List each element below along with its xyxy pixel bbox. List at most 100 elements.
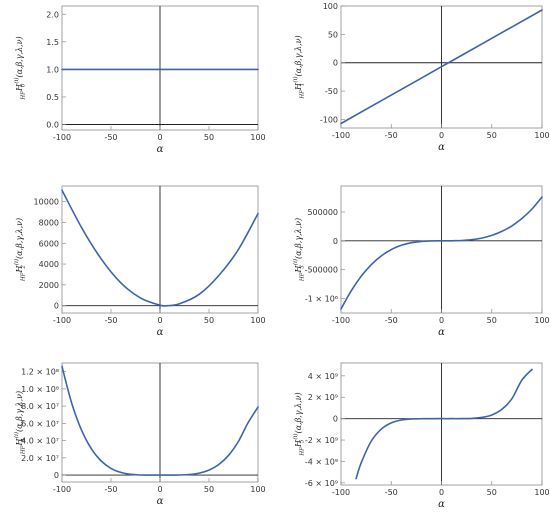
y-axis-label-lead: HF <box>21 91 27 101</box>
x-axis-label: α <box>157 144 164 155</box>
y-tick-label: 1.5 <box>46 38 59 47</box>
y-axis-label-sub: 1 <box>300 83 306 87</box>
x-tick-label: -100 <box>332 316 350 325</box>
x-tick-label: -50 <box>104 485 117 494</box>
y-tick-label: 4.0 × 10⁷ <box>21 437 59 446</box>
x-tick-label: -100 <box>332 131 350 140</box>
y-tick-label: 0 <box>54 302 59 311</box>
x-tick-label: -50 <box>104 316 117 325</box>
y-tick-label: 0 <box>333 415 338 424</box>
x-tick-label: -100 <box>53 485 71 494</box>
x-axis-label: α <box>438 327 445 338</box>
y-axis-label-sup: (i) <box>13 259 20 265</box>
x-tick-label: -100 <box>332 488 350 497</box>
y-tick-label: 1.0 × 10⁸ <box>21 385 59 394</box>
x-tick-label: 50 <box>204 133 214 142</box>
y-axis-label-main: H <box>15 438 24 447</box>
y-tick-label: -6 × 10⁹ <box>305 479 338 488</box>
series-line-0 <box>355 368 533 480</box>
x-axis-label: α <box>438 142 445 153</box>
y-axis-label-sup: (i) <box>292 433 299 439</box>
y-tick-label: 0 <box>333 237 338 246</box>
y-axis-label: HFH5(i)(α,β,γ,λ,ν) <box>292 392 306 456</box>
y-axis-label-lead: HF <box>21 272 27 282</box>
y-axis-label-sub: 5 <box>300 439 306 443</box>
x-axis-label: α <box>157 496 164 507</box>
chart-panel-4: -100 -50 0 50 100 0 2.0 × 10⁷ 4.0 × 10⁷ 6.0 × 10… <box>13 362 266 507</box>
y-tick-label: 8.0 × 10⁷ <box>21 402 59 411</box>
y-axis-label: HFH0(i)(α,β,γ,λ,ν) <box>13 36 27 100</box>
y-tick-label: -100 <box>320 115 338 124</box>
x-tick-label: 50 <box>487 131 497 140</box>
y-tick-label: 1.2 × 10⁸ <box>21 368 59 377</box>
x-tick-label: -50 <box>385 131 398 140</box>
y-tick-label: 2 × 10⁹ <box>308 393 338 402</box>
x-tick-label: 100 <box>250 133 265 142</box>
y-tick-label: -2 × 10⁹ <box>305 436 338 445</box>
y-tick-label: 4 × 10⁹ <box>308 372 338 381</box>
series-line-0 <box>61 189 259 307</box>
x-tick-label: 50 <box>487 316 497 325</box>
y-axis-label-lead: HF <box>300 447 306 457</box>
x-tick-label: -100 <box>53 316 71 325</box>
y-tick-label: 0 <box>54 471 59 480</box>
x-tick-label: -50 <box>385 488 398 497</box>
y-tick-label: 500000 <box>307 208 338 217</box>
y-axis-label-sup: (i) <box>292 76 299 82</box>
y-axis-label: HFH3(i)(α,β,γ,λ,ν) <box>292 218 306 282</box>
y-axis-label-args: (α,β,γ,λ,ν) <box>294 392 303 433</box>
y-tick-label: 6000 <box>39 239 59 248</box>
x-tick-label: 50 <box>204 316 214 325</box>
x-tick-label: 50 <box>204 485 214 494</box>
x-axis-label: α <box>438 499 445 510</box>
x-tick-label: 50 <box>487 488 497 497</box>
x-tick-label: 0 <box>439 131 444 140</box>
chart-panel-5: -100 -50 0 50 100 -6 × 10⁹ -4 × 10⁹ -2 × 10⁹ 0 2 … <box>292 362 550 510</box>
y-axis-label-main: H <box>15 83 24 92</box>
y-tick-label: 100 <box>323 2 338 11</box>
y-tick-label: 0.0 <box>46 120 59 129</box>
y-axis-label-sub: 3 <box>300 265 306 269</box>
chart-panel-0: -100 -50 0 50 1000.00.51.01.52.0αHFH0(i)(α,β… <box>13 5 266 155</box>
y-axis-label-main: H <box>15 265 24 274</box>
y-axis-label-main: H <box>294 265 303 274</box>
y-tick-label: 2.0 × 10⁷ <box>21 454 59 463</box>
y-tick-label: 8000 <box>39 218 59 227</box>
x-axis-label: α <box>157 327 164 338</box>
y-axis-label-args: (α,β,γ,λ,ν) <box>15 391 24 432</box>
y-axis-label-sup: (i) <box>292 259 299 265</box>
x-tick-label: 100 <box>250 485 265 494</box>
y-axis-label-lead: HF <box>21 445 27 455</box>
y-axis-label-args: (α,β,γ,λ,ν) <box>15 36 24 77</box>
x-tick-label: 0 <box>157 316 162 325</box>
x-tick-label: 0 <box>157 485 162 494</box>
y-axis-label-sup: (i) <box>13 77 20 83</box>
y-axis-label: HFH2(i)(α,β,γ,λ,ν) <box>13 218 27 282</box>
y-tick-label: -1 × 10⁶ <box>305 295 338 304</box>
series-line-0 <box>340 9 543 125</box>
x-tick-label: -50 <box>385 316 398 325</box>
y-axis-label-sub: 2 <box>21 265 27 270</box>
y-axis-label: HFH1(i)(α,β,γ,λ,ν) <box>292 35 306 99</box>
x-tick-label: 100 <box>534 316 549 325</box>
x-tick-label: 0 <box>439 488 444 497</box>
x-tick-label: 100 <box>250 316 265 325</box>
y-tick-label: 2.0 <box>46 10 59 19</box>
y-tick-label: 6.0 × 10⁷ <box>21 419 59 428</box>
x-tick-label: 100 <box>534 131 549 140</box>
y-axis-label-args: (α,β,γ,λ,ν) <box>15 218 24 259</box>
y-tick-label: -50 <box>325 87 338 96</box>
y-axis-label: HFH4(i)(α,β,γ,λ,ν) <box>13 391 27 455</box>
y-tick-label: -500000 <box>305 266 338 275</box>
series-line-0 <box>61 365 259 476</box>
series-line-0 <box>340 196 543 310</box>
chart-panel-1: -100 -50 0 50 100 -100 -50 0 50 100 α HFH1(i)(α,β,γ… <box>292 2 550 153</box>
x-tick-label: 0 <box>157 133 162 142</box>
y-axis-label-lead: HF <box>300 272 306 282</box>
y-tick-label: -4 × 10⁹ <box>305 457 338 466</box>
y-axis-label-sub: 0 <box>21 83 27 87</box>
x-tick-label: -50 <box>104 133 117 142</box>
y-axis-label-sup: (i) <box>13 432 20 438</box>
y-axis-label-sub: 4 <box>21 438 27 443</box>
